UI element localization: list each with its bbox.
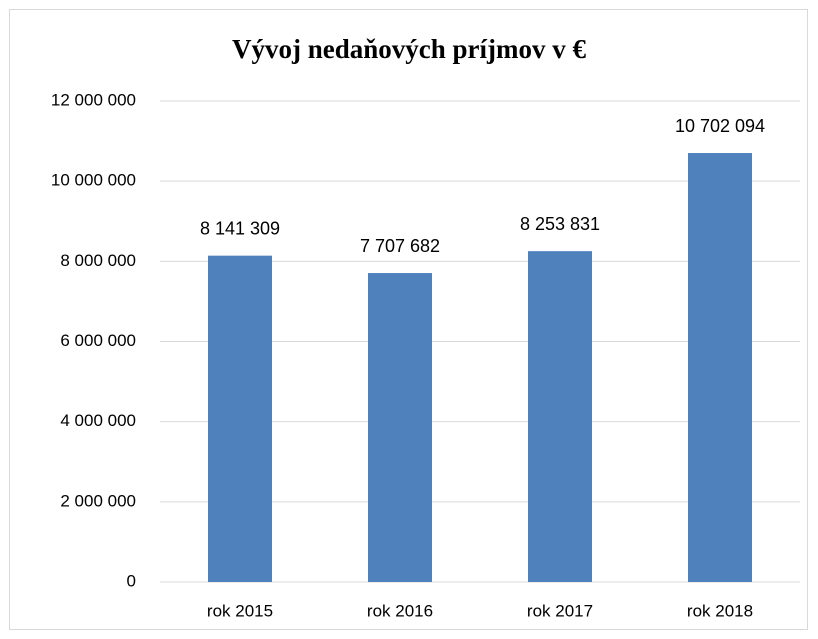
y-tick-label: 12 000 000 (51, 90, 136, 109)
y-tick-label: 10 000 000 (51, 171, 136, 190)
x-tick-label: rok 2018 (687, 601, 753, 620)
x-tick-label: rok 2017 (527, 601, 593, 620)
bar (208, 255, 272, 583)
y-tick-label: 2 000 000 (60, 491, 136, 510)
data-label: 8 253 831 (520, 214, 600, 234)
y-tick-label: 0 (127, 571, 136, 590)
y-tick-label: 4 000 000 (60, 411, 136, 430)
x-tick-label: rok 2016 (367, 601, 433, 620)
y-tick-label: 8 000 000 (60, 251, 136, 270)
bar (528, 251, 592, 582)
x-tick-label: rok 2015 (207, 601, 273, 620)
data-label: 8 141 309 (200, 218, 280, 238)
bar (688, 153, 752, 582)
data-label: 7 707 682 (360, 236, 440, 256)
bar (368, 273, 432, 582)
y-tick-label: 6 000 000 (60, 331, 136, 350)
data-label: 10 702 094 (675, 116, 765, 136)
chart-title: Vývoj nedaňových príjmov v € (232, 34, 587, 64)
